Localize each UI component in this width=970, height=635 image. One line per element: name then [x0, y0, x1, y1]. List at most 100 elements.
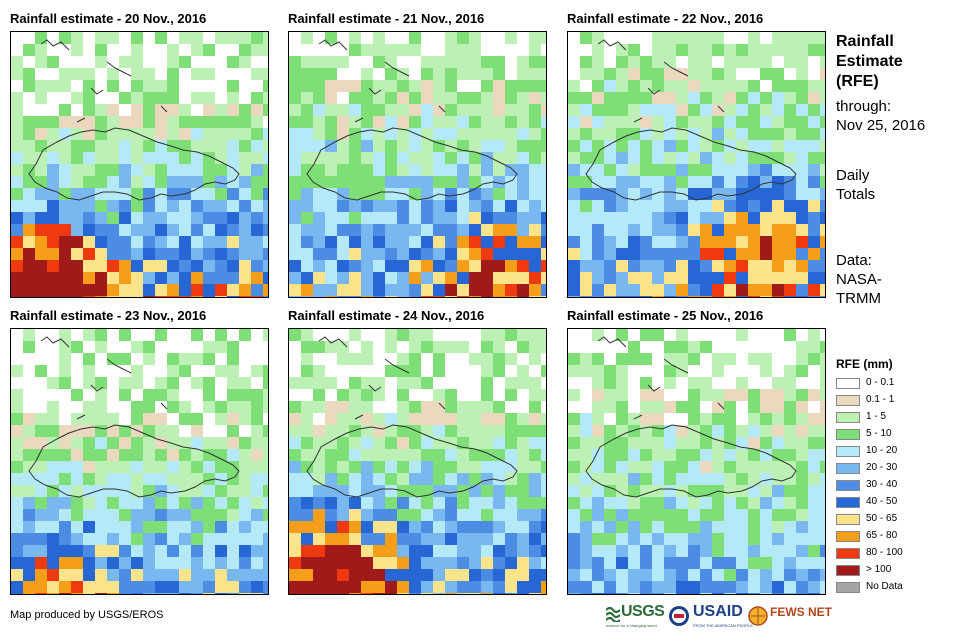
rainfall-cell	[640, 533, 652, 545]
rainfall-cell	[59, 509, 71, 521]
rainfall-cell	[712, 296, 724, 297]
islands-outline	[597, 39, 725, 123]
rainfall-cell	[616, 104, 628, 116]
rainfall-cell	[301, 272, 313, 284]
rainfall-cell	[263, 473, 268, 485]
rainfall-cell	[433, 284, 445, 296]
rainfall-cell	[35, 296, 47, 297]
rainfall-cell	[700, 116, 712, 128]
rainfall-cell	[676, 425, 688, 437]
rainfall-cell	[760, 509, 772, 521]
rainfall-cell	[313, 569, 325, 581]
rainfall-cell	[301, 581, 313, 593]
rainfall-cell	[820, 509, 825, 521]
rainfall-cell	[215, 533, 227, 545]
rainfall-cell	[251, 497, 263, 509]
rainfall-cell	[143, 449, 155, 461]
rainfall-cell	[784, 104, 796, 116]
rainfall-cell	[397, 509, 409, 521]
rainfall-cell	[203, 437, 215, 449]
rainfall-cell	[616, 557, 628, 569]
rainfall-cell	[652, 389, 664, 401]
rainfall-cell	[628, 224, 640, 236]
rainfall-cell	[131, 260, 143, 272]
rainfall-cell	[251, 341, 263, 353]
rainfall-cell	[592, 68, 604, 80]
rainfall-cell	[580, 152, 592, 164]
rainfall-cell	[517, 413, 529, 425]
rainfall-cell	[349, 188, 361, 200]
rainfall-cell	[143, 224, 155, 236]
rainfall-cell	[676, 449, 688, 461]
rainfall-cell	[652, 485, 664, 497]
rainfall-cell	[251, 92, 263, 104]
rainfall-cell	[131, 389, 143, 401]
rainfall-cell	[457, 92, 469, 104]
rainfall-cell	[433, 557, 445, 569]
rainfall-cell	[263, 284, 268, 296]
rainfall-cell	[640, 68, 652, 80]
rainfall-cell	[107, 485, 119, 497]
rainfall-cell	[421, 164, 433, 176]
rainfall-cell	[83, 104, 95, 116]
rainfall-cell	[652, 449, 664, 461]
rainfall-cell	[325, 389, 337, 401]
rainfall-cell	[820, 80, 825, 92]
rainfall-cell	[469, 56, 481, 68]
rainfall-cell	[784, 80, 796, 92]
rainfall-cell	[119, 365, 131, 377]
rainfall-cell	[568, 533, 580, 545]
rainfall-cell	[83, 545, 95, 557]
rainfall-cell	[11, 44, 23, 56]
rainfall-cell	[409, 236, 421, 248]
rainfall-cell	[529, 44, 541, 56]
rainfall-cell	[215, 569, 227, 581]
rainfall-cell	[772, 116, 784, 128]
totals-line-1: Daily	[836, 167, 870, 184]
rainfall-cell	[325, 581, 337, 593]
rainfall-cell	[349, 545, 361, 557]
rainfall-cell	[23, 152, 35, 164]
rainfall-cell	[664, 473, 676, 485]
rainfall-cell	[95, 212, 107, 224]
rainfall-cell	[131, 545, 143, 557]
rainfall-cell	[191, 248, 203, 260]
rainfall-cell	[313, 116, 325, 128]
rainfall-cell	[11, 176, 23, 188]
rainfall-cell	[409, 365, 421, 377]
rainfall-cell	[107, 329, 119, 341]
rainfall-cell	[203, 260, 215, 272]
rainfall-cell	[239, 44, 251, 56]
rainfall-cell	[119, 533, 131, 545]
rainfall-cell	[95, 164, 107, 176]
rainfall-cell	[652, 533, 664, 545]
rainfall-cell	[155, 176, 167, 188]
rainfall-cell	[808, 461, 820, 473]
rainfall-cell	[313, 68, 325, 80]
rainfall-cell	[385, 521, 397, 533]
rainfall-cell	[71, 212, 83, 224]
rainfall-cell	[95, 449, 107, 461]
rainfall-cell	[748, 164, 760, 176]
rainfall-cell	[373, 284, 385, 296]
rainfall-cell	[640, 449, 652, 461]
rainfall-cell	[616, 260, 628, 272]
rainfall-cell	[724, 353, 736, 365]
rainfall-cell	[616, 365, 628, 377]
rainfall-cell	[568, 389, 580, 401]
rainfall-cell	[784, 140, 796, 152]
rainfall-cell	[652, 80, 664, 92]
rainfall-cell	[289, 236, 301, 248]
rainfall-cell	[301, 80, 313, 92]
rainfall-cell	[808, 545, 820, 557]
fewsnet-logo: FEWS NET	[748, 603, 832, 631]
rainfall-cell	[385, 248, 397, 260]
rainfall-cell	[784, 92, 796, 104]
rainfall-cell	[481, 497, 493, 509]
rainfall-cell	[179, 152, 191, 164]
rainfall-cell	[215, 68, 227, 80]
rainfall-cell	[11, 353, 23, 365]
rainfall-cell	[676, 248, 688, 260]
rainfall-cell	[592, 272, 604, 284]
rainfall-cell	[59, 164, 71, 176]
